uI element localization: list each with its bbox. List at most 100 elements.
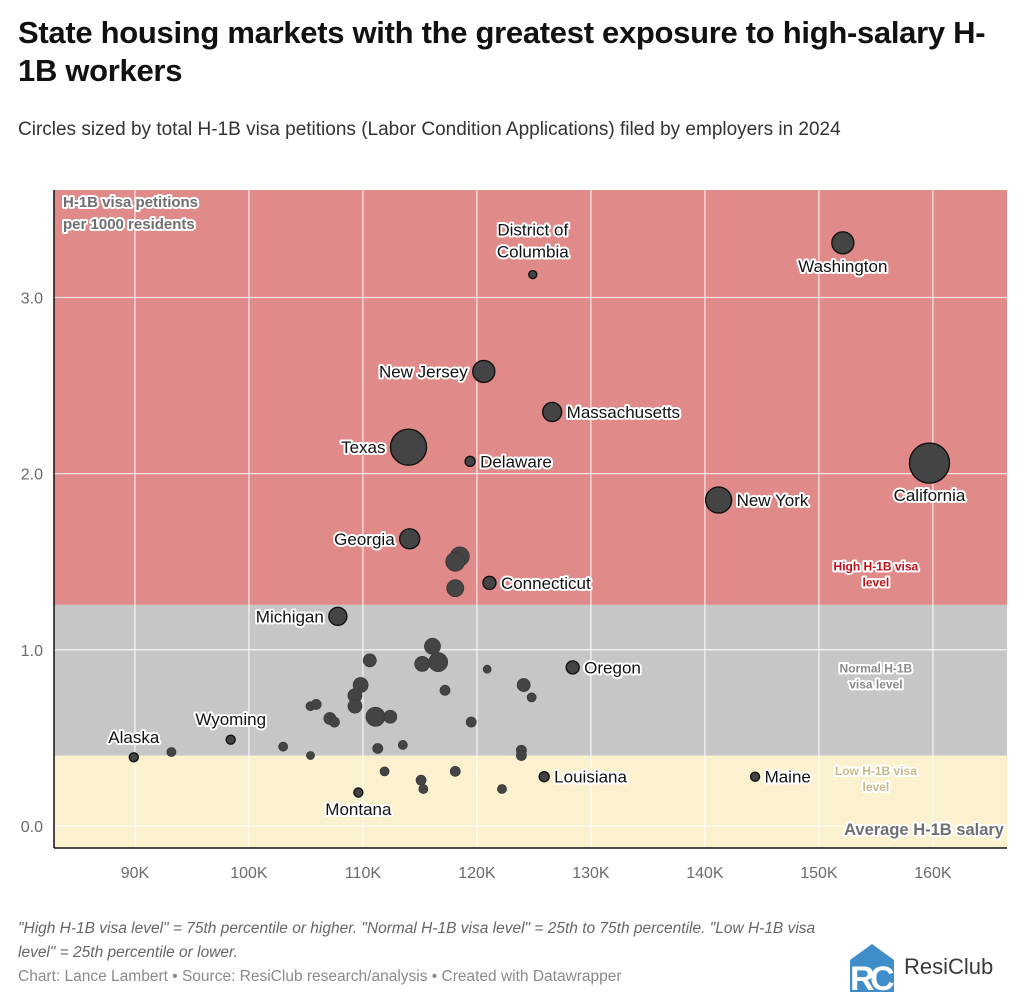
x-tick-label: 160K bbox=[914, 865, 952, 882]
chart-title: State housing markets with the greatest … bbox=[18, 15, 986, 88]
band-high bbox=[54, 190, 1007, 605]
band-annotation-low: level bbox=[863, 780, 890, 794]
point-washington bbox=[831, 231, 855, 255]
point-label-district-of-columbia: Columbia bbox=[497, 243, 569, 262]
point-label-oregon: Oregon bbox=[584, 658, 641, 677]
point bbox=[347, 698, 363, 714]
band-annotation-high: High H-1B visa bbox=[834, 560, 919, 574]
point bbox=[497, 784, 507, 794]
point-label-alaska: Alaska bbox=[108, 728, 160, 747]
band-annotation-normal: Normal H-1B bbox=[840, 662, 913, 676]
point-label-delaware: Delaware bbox=[480, 452, 552, 471]
point-label-wyoming: Wyoming bbox=[195, 710, 266, 729]
point-new-york bbox=[704, 486, 733, 514]
point-labels-layer: District of Columbia Washington New Jersey M… bbox=[106, 219, 968, 821]
x-tick-label: 140K bbox=[686, 865, 724, 882]
annotation-layer: High H-1B visa level Normal H-1B visa level… bbox=[832, 558, 921, 796]
point bbox=[516, 678, 531, 692]
x-tick-label: 110K bbox=[345, 865, 382, 882]
point-montana bbox=[353, 787, 364, 798]
svg-text:R: R bbox=[850, 960, 875, 996]
point-alaska bbox=[128, 752, 139, 763]
y-tick-label: 0.0 bbox=[21, 819, 43, 836]
x-axis-title: Average H-1B salary bbox=[844, 821, 1005, 839]
point-maine bbox=[749, 771, 761, 782]
point bbox=[439, 684, 451, 696]
point-label-texas: Texas bbox=[341, 438, 385, 457]
point-new-jersey bbox=[472, 359, 496, 384]
resiclub-logo: R C ResiClub bbox=[846, 940, 1016, 998]
band-normal bbox=[54, 604, 1007, 756]
points-layer bbox=[128, 231, 951, 798]
point-label-california: California bbox=[894, 486, 966, 505]
point-label-massachusetts: Massachusetts bbox=[567, 403, 680, 422]
band-annotation-high: level bbox=[863, 576, 890, 590]
point-georgia bbox=[398, 528, 421, 550]
point bbox=[397, 740, 408, 750]
x-tick-label: 150K bbox=[800, 865, 838, 882]
point-california bbox=[908, 442, 951, 484]
point-texas bbox=[389, 428, 428, 466]
x-tick-label: 120K bbox=[458, 865, 496, 882]
point bbox=[362, 653, 377, 668]
point-michigan bbox=[328, 606, 348, 627]
point bbox=[414, 656, 431, 672]
point bbox=[515, 750, 527, 761]
point bbox=[428, 652, 449, 673]
x-tick-label: 130K bbox=[572, 865, 610, 882]
y-tick-label: 3.0 bbox=[21, 290, 43, 307]
x-tick-label: 100K bbox=[230, 865, 268, 882]
point bbox=[415, 774, 427, 786]
point-label-connecticut: Connecticut bbox=[501, 574, 591, 593]
band-layer bbox=[54, 190, 1007, 848]
point bbox=[446, 579, 465, 598]
source-line: Chart: Lance Lambert • Source: ResiClub … bbox=[18, 968, 622, 985]
grid-layer bbox=[54, 190, 1007, 848]
point-label-maine: Maine bbox=[765, 768, 811, 787]
footnote: "High H-1B visa level" = 75th percentile… bbox=[18, 920, 816, 961]
point-label-georgia: Georgia bbox=[334, 530, 395, 549]
point bbox=[372, 743, 384, 754]
axes-layer: 90K 100K 110K 120K 130K 140K 150K 160K 0.0 1.0 2.0… bbox=[21, 190, 1007, 882]
y-axis-title-line2: per 1000 residents bbox=[63, 216, 195, 233]
point bbox=[383, 709, 398, 724]
point-massachusetts bbox=[541, 401, 563, 423]
point bbox=[424, 637, 441, 655]
point-wyoming bbox=[225, 734, 236, 745]
resiclub-logo-icon: R C bbox=[850, 944, 895, 998]
point bbox=[310, 699, 322, 710]
svg-text:C: C bbox=[870, 960, 895, 996]
point bbox=[329, 716, 340, 728]
y-tick-label: 2.0 bbox=[21, 467, 43, 484]
point-connecticut bbox=[482, 575, 497, 591]
chart-subtitle: Circles sized by total H-1B visa petitio… bbox=[18, 119, 841, 140]
point-label-washington: Washington bbox=[798, 257, 887, 276]
point bbox=[449, 765, 461, 777]
x-tick-label: 90K bbox=[121, 865, 150, 882]
point-district-of-columbia bbox=[528, 269, 538, 280]
point bbox=[379, 766, 390, 777]
point bbox=[482, 664, 492, 674]
point-label-michigan: Michigan bbox=[256, 607, 324, 626]
band-annotation-low: Low H-1B visa bbox=[835, 764, 917, 778]
point-oregon bbox=[565, 660, 580, 675]
point bbox=[365, 706, 386, 727]
band-annotation-normal: visa level bbox=[849, 678, 902, 692]
resiclub-logo-text: ResiClub bbox=[904, 954, 994, 979]
point bbox=[445, 551, 466, 572]
point-label-montana: Montana bbox=[325, 800, 392, 819]
y-axis-title-line1: H-1B visa petitions bbox=[63, 194, 198, 211]
point-delaware bbox=[464, 455, 476, 468]
point-label-district-of-columbia: District of bbox=[497, 221, 568, 240]
point-label-louisiana: Louisiana bbox=[554, 768, 627, 787]
point bbox=[418, 784, 429, 794]
scatter-chart: 90K 100K 110K 120K 130K 140K 150K 160K 0.0 1.0 2.0… bbox=[21, 190, 1007, 882]
point bbox=[526, 692, 537, 703]
point bbox=[278, 741, 289, 752]
y-tick-label: 1.0 bbox=[21, 643, 43, 660]
point bbox=[306, 751, 315, 760]
point-label-new-jersey: New Jersey bbox=[379, 362, 468, 381]
point bbox=[465, 716, 477, 728]
point-label-new-york: New York bbox=[737, 491, 809, 510]
point bbox=[166, 747, 177, 757]
